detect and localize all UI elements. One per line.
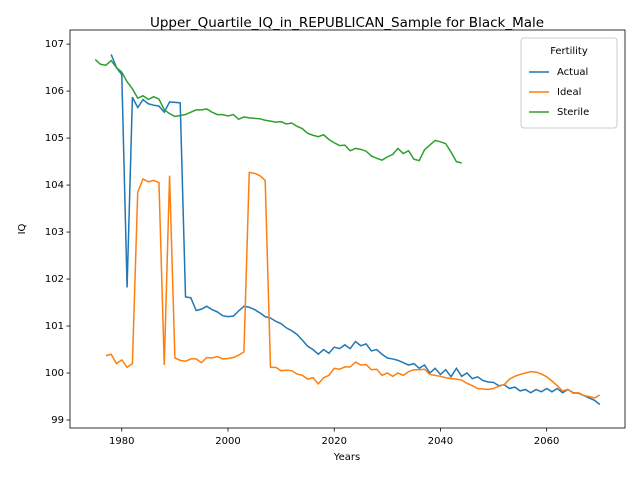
y-tick-label: 99 bbox=[51, 415, 64, 426]
y-tick-label: 105 bbox=[45, 133, 64, 144]
series-line bbox=[94, 59, 462, 164]
y-axis-label: IQ bbox=[17, 223, 28, 234]
legend-label: Sterile bbox=[557, 107, 589, 118]
y-tick-label: 107 bbox=[45, 39, 64, 50]
x-tick-label: 2060 bbox=[534, 436, 559, 447]
y-tick-label: 100 bbox=[45, 368, 64, 379]
series-line bbox=[105, 171, 601, 399]
legend-box bbox=[520, 37, 618, 129]
y-tick-label: 102 bbox=[45, 274, 64, 285]
x-tick-label: 1980 bbox=[109, 436, 134, 447]
chart-title: Upper_Quartile_IQ_in_REPUBLICAN_Sample f… bbox=[150, 15, 544, 31]
y-tick-label: 101 bbox=[45, 321, 64, 332]
legend-title: Fertility bbox=[550, 46, 588, 57]
x-tick-label: 2000 bbox=[215, 436, 240, 447]
plot-frame bbox=[69, 29, 626, 429]
y-tick-label: 103 bbox=[45, 227, 64, 238]
x-tick-label: 2020 bbox=[321, 436, 346, 447]
y-tick-label: 104 bbox=[45, 180, 64, 191]
legend-label: Actual bbox=[557, 67, 588, 78]
legend-label: Ideal bbox=[557, 87, 581, 98]
series-line bbox=[110, 54, 601, 406]
y-tick-label: 106 bbox=[45, 86, 64, 97]
x-tick-label: 2040 bbox=[428, 436, 453, 447]
x-axis-label: Years bbox=[333, 452, 360, 463]
